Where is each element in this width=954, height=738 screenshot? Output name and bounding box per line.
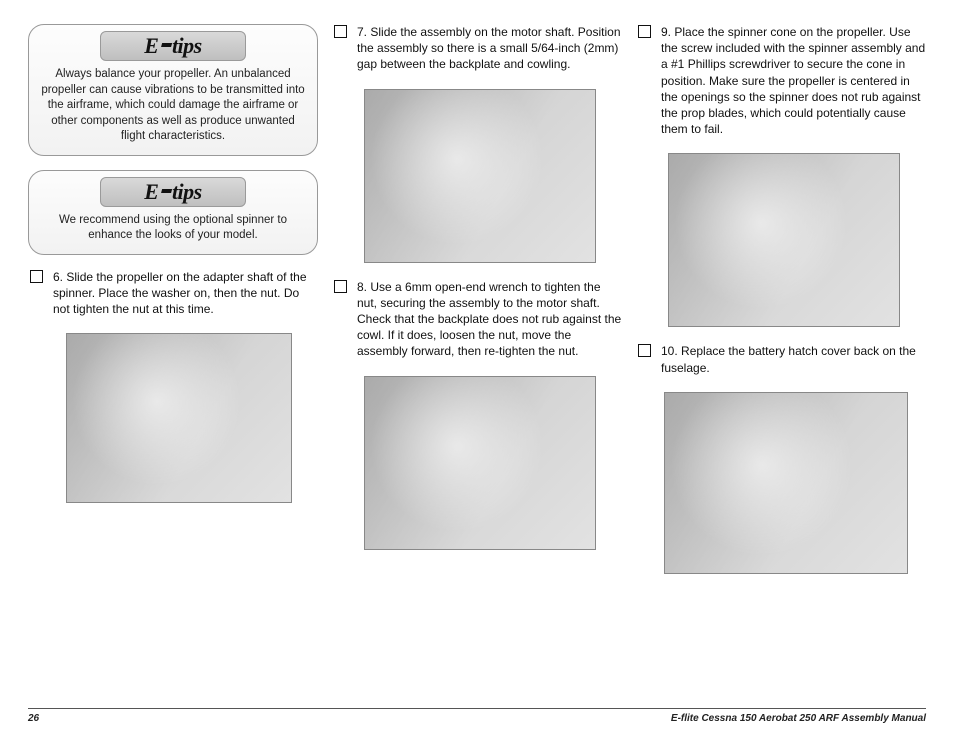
- step-10-body: 10. Replace the battery hatch cover back…: [661, 343, 926, 375]
- step-6-number: 6.: [53, 270, 63, 284]
- step-7-text: Slide the assembly on the motor shaft. P…: [357, 25, 621, 71]
- step-7-number: 7.: [357, 25, 367, 39]
- tips-logo-word: tips: [172, 35, 202, 57]
- step-6: 6. Slide the propeller on the adapter sh…: [28, 269, 318, 318]
- step-6-text: Slide the propeller on the adapter shaft…: [53, 270, 307, 316]
- step-8-body: 8. Use a 6mm open-end wrench to tighten …: [357, 279, 622, 360]
- step-7-body: 7. Slide the assembly on the motor shaft…: [357, 24, 622, 73]
- tips-logo-icon: E tips: [144, 35, 201, 57]
- tips-logo-word: tips: [172, 181, 202, 203]
- step-6-photo: [66, 333, 292, 503]
- tip-box-2: E tips We recommend using the optional s…: [28, 170, 318, 255]
- tips-logo-e: E: [144, 35, 158, 57]
- step-6-body: 6. Slide the propeller on the adapter sh…: [53, 269, 318, 318]
- page-footer: 26 E-flite Cessna 150 Aerobat 250 ARF As…: [28, 708, 926, 724]
- step-10-photo: [664, 392, 908, 575]
- tip-box-1: E tips Always balance your propeller. An…: [28, 24, 318, 156]
- column-1: E tips Always balance your propeller. An…: [28, 24, 318, 590]
- tips-logo-dash-icon: [161, 43, 172, 47]
- tips-logo-icon: E tips: [144, 181, 201, 203]
- step-8: 8. Use a 6mm open-end wrench to tighten …: [332, 279, 622, 360]
- checkbox-icon: [30, 270, 43, 283]
- step-9-photo: [668, 153, 900, 327]
- tip-1-text: Always balance your propeller. An unbala…: [41, 67, 305, 145]
- checkbox-icon: [638, 25, 651, 38]
- checkbox-icon: [638, 344, 651, 357]
- step-10-text: Replace the battery hatch cover back on …: [661, 344, 916, 374]
- column-2: 7. Slide the assembly on the motor shaft…: [332, 24, 622, 590]
- step-8-number: 8.: [357, 280, 367, 294]
- step-9-body: 9. Place the spinner cone on the propell…: [661, 24, 926, 137]
- page-content: E tips Always balance your propeller. An…: [0, 0, 954, 610]
- step-9-number: 9.: [661, 25, 671, 39]
- step-7-photo: [364, 89, 596, 263]
- column-3: 9. Place the spinner cone on the propell…: [636, 24, 926, 590]
- tips-logo-header: E tips: [100, 177, 245, 207]
- step-10: 10. Replace the battery hatch cover back…: [636, 343, 926, 375]
- step-7: 7. Slide the assembly on the motor shaft…: [332, 24, 622, 73]
- tips-logo-e: E: [144, 181, 158, 203]
- step-8-photo: [364, 376, 596, 550]
- checkbox-icon: [334, 25, 347, 38]
- tip-2-text: We recommend using the optional spinner …: [41, 213, 305, 244]
- manual-title: E-flite Cessna 150 Aerobat 250 ARF Assem…: [671, 713, 926, 724]
- step-10-number: 10.: [661, 344, 678, 358]
- step-8-text: Use a 6mm open-end wrench to tighten the…: [357, 280, 621, 359]
- step-9: 9. Place the spinner cone on the propell…: [636, 24, 926, 137]
- tips-logo-dash-icon: [161, 189, 172, 193]
- page-number: 26: [28, 713, 39, 724]
- checkbox-icon: [334, 280, 347, 293]
- step-9-text: Place the spinner cone on the propeller.…: [661, 25, 925, 136]
- tips-logo-header: E tips: [100, 31, 245, 61]
